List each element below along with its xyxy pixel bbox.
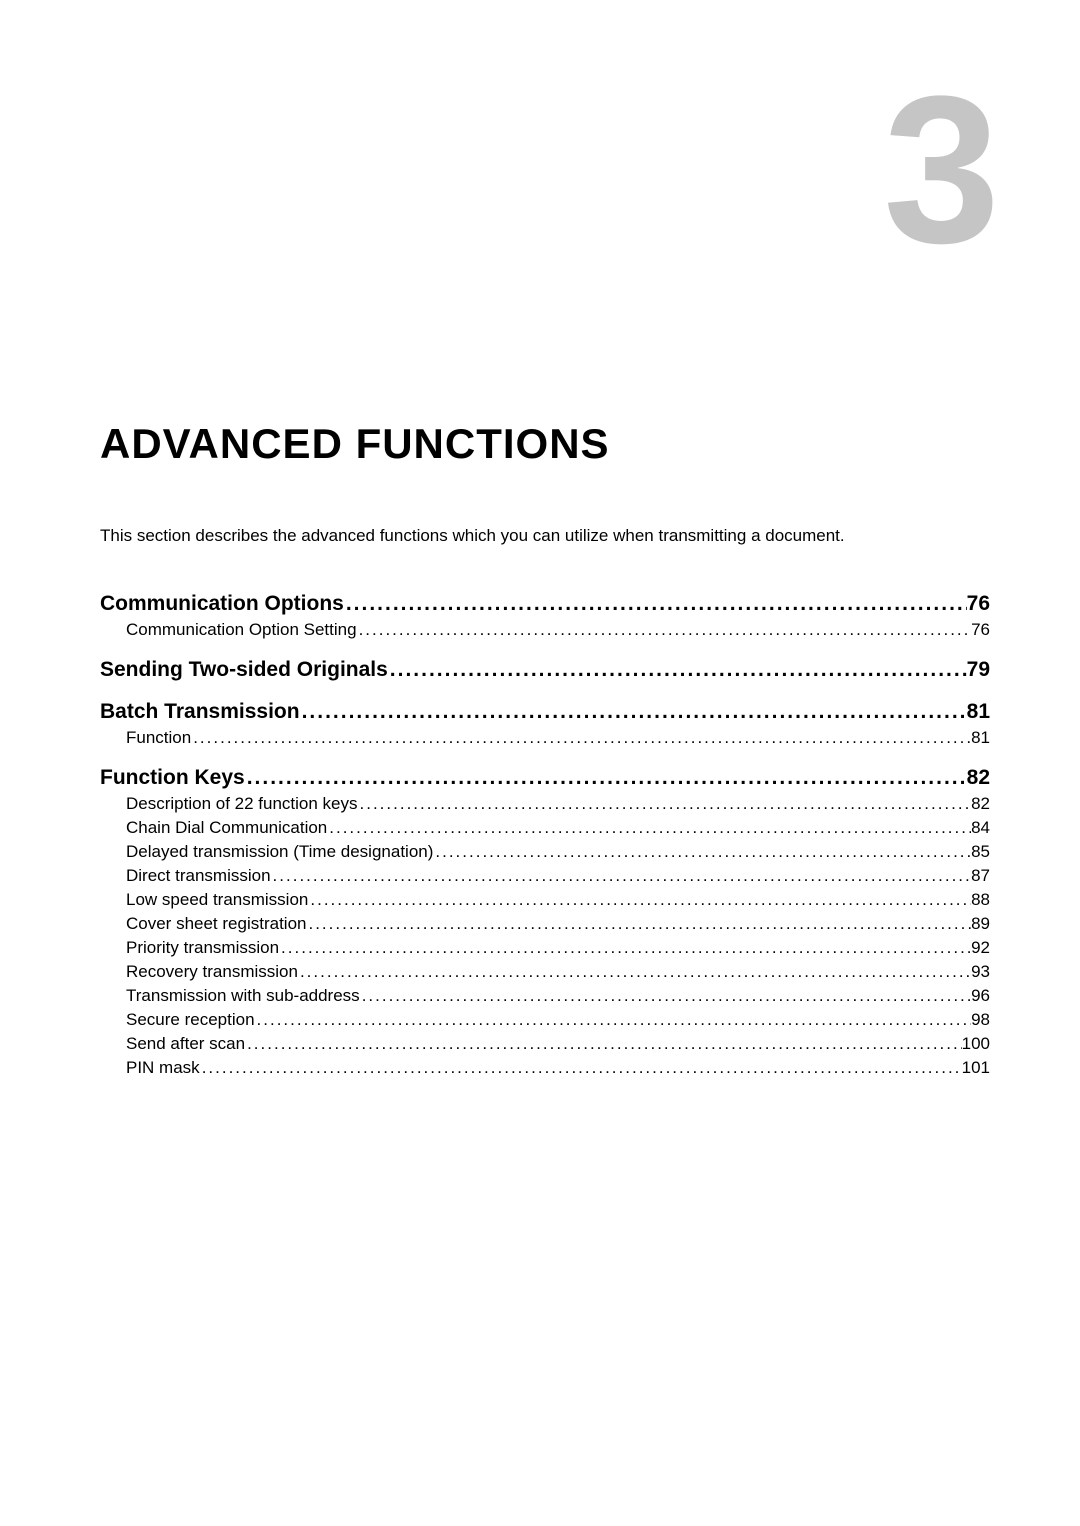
toc-label: Batch Transmission bbox=[100, 700, 300, 724]
toc-page: 96 bbox=[971, 986, 990, 1006]
toc-entry: Function................................… bbox=[100, 728, 990, 748]
toc-page: 81 bbox=[967, 700, 990, 724]
toc-label: PIN mask bbox=[100, 1058, 200, 1078]
toc-dots: ........................................… bbox=[433, 842, 971, 862]
toc-dots: ........................................… bbox=[245, 766, 967, 790]
toc-dots: ........................................… bbox=[255, 1010, 972, 1030]
toc-label: Delayed transmission (Time designation) bbox=[100, 842, 433, 862]
toc-page: 76 bbox=[967, 592, 990, 616]
toc-page: 79 bbox=[967, 658, 990, 682]
toc-entry: Direct transmission.....................… bbox=[100, 866, 990, 886]
toc-page: 88 bbox=[971, 890, 990, 910]
toc-dots: ........................................… bbox=[300, 700, 967, 724]
toc-entry: Delayed transmission (Time designation).… bbox=[100, 842, 990, 862]
toc-entry: Priority transmission...................… bbox=[100, 938, 990, 958]
toc-page: 89 bbox=[971, 914, 990, 934]
toc-dots: ........................................… bbox=[200, 1058, 962, 1078]
toc-label: Priority transmission bbox=[100, 938, 279, 958]
toc-entry: Cover sheet registration................… bbox=[100, 914, 990, 934]
toc-label: Function bbox=[100, 728, 191, 748]
toc-label: Description of 22 function keys bbox=[100, 794, 358, 814]
toc-label: Direct transmission bbox=[100, 866, 271, 886]
toc-dots: ........................................… bbox=[279, 938, 971, 958]
toc-label: Send after scan bbox=[100, 1034, 245, 1054]
toc-dots: ........................................… bbox=[360, 986, 971, 1006]
toc-label: Communication Option Setting bbox=[100, 620, 357, 640]
toc-dots: ........................................… bbox=[358, 794, 972, 814]
chapter-intro: This section describes the advanced func… bbox=[100, 526, 990, 546]
toc-entry: Sending Two-sided Originals.............… bbox=[100, 658, 990, 682]
toc-entry: Recovery transmission...................… bbox=[100, 962, 990, 982]
toc-label: Cover sheet registration bbox=[100, 914, 306, 934]
toc-entry: Chain Dial Communication................… bbox=[100, 818, 990, 838]
toc-entry: Transmission with sub-address...........… bbox=[100, 986, 990, 1006]
toc-dots: ........................................… bbox=[191, 728, 971, 748]
toc-dots: ........................................… bbox=[306, 914, 971, 934]
toc-label: Recovery transmission bbox=[100, 962, 298, 982]
toc-label: Transmission with sub-address bbox=[100, 986, 360, 1006]
toc-dots: ........................................… bbox=[271, 866, 972, 886]
toc-page: 82 bbox=[971, 794, 990, 814]
toc-entry: Send after scan.........................… bbox=[100, 1034, 990, 1054]
toc-label: Chain Dial Communication bbox=[100, 818, 327, 838]
chapter-title: ADVANCED FUNCTIONS bbox=[100, 420, 990, 468]
document-page: 3 ADVANCED FUNCTIONS This section descri… bbox=[0, 0, 1080, 1158]
toc-label: Low speed transmission bbox=[100, 890, 308, 910]
table-of-contents: Communication Options...................… bbox=[100, 592, 990, 1078]
toc-dots: ........................................… bbox=[298, 962, 971, 982]
toc-dots: ........................................… bbox=[357, 620, 972, 640]
toc-page: 82 bbox=[967, 766, 990, 790]
toc-page: 101 bbox=[962, 1058, 990, 1078]
toc-label: Sending Two-sided Originals bbox=[100, 658, 388, 682]
toc-page: 81 bbox=[971, 728, 990, 748]
toc-dots: ........................................… bbox=[327, 818, 971, 838]
toc-entry: PIN mask................................… bbox=[100, 1058, 990, 1078]
toc-page: 92 bbox=[971, 938, 990, 958]
chapter-number: 3 bbox=[883, 65, 1000, 275]
toc-dots: ........................................… bbox=[245, 1034, 962, 1054]
toc-entry: Low speed transmission..................… bbox=[100, 890, 990, 910]
toc-label: Function Keys bbox=[100, 766, 245, 790]
toc-page: 93 bbox=[971, 962, 990, 982]
toc-entry: Communication Option Setting............… bbox=[100, 620, 990, 640]
toc-entry: Description of 22 function keys.........… bbox=[100, 794, 990, 814]
toc-label: Secure reception bbox=[100, 1010, 255, 1030]
toc-dots: ........................................… bbox=[344, 592, 967, 616]
toc-page: 87 bbox=[971, 866, 990, 886]
toc-page: 100 bbox=[962, 1034, 990, 1054]
toc-entry: Secure reception........................… bbox=[100, 1010, 990, 1030]
toc-dots: ........................................… bbox=[308, 890, 971, 910]
toc-page: 98 bbox=[971, 1010, 990, 1030]
toc-page: 76 bbox=[971, 620, 990, 640]
toc-entry: Batch Transmission......................… bbox=[100, 700, 990, 724]
toc-entry: Function Keys...........................… bbox=[100, 766, 990, 790]
toc-page: 84 bbox=[971, 818, 990, 838]
toc-label: Communication Options bbox=[100, 592, 344, 616]
toc-page: 85 bbox=[971, 842, 990, 862]
toc-dots: ........................................… bbox=[388, 658, 967, 682]
toc-entry: Communication Options...................… bbox=[100, 592, 990, 616]
